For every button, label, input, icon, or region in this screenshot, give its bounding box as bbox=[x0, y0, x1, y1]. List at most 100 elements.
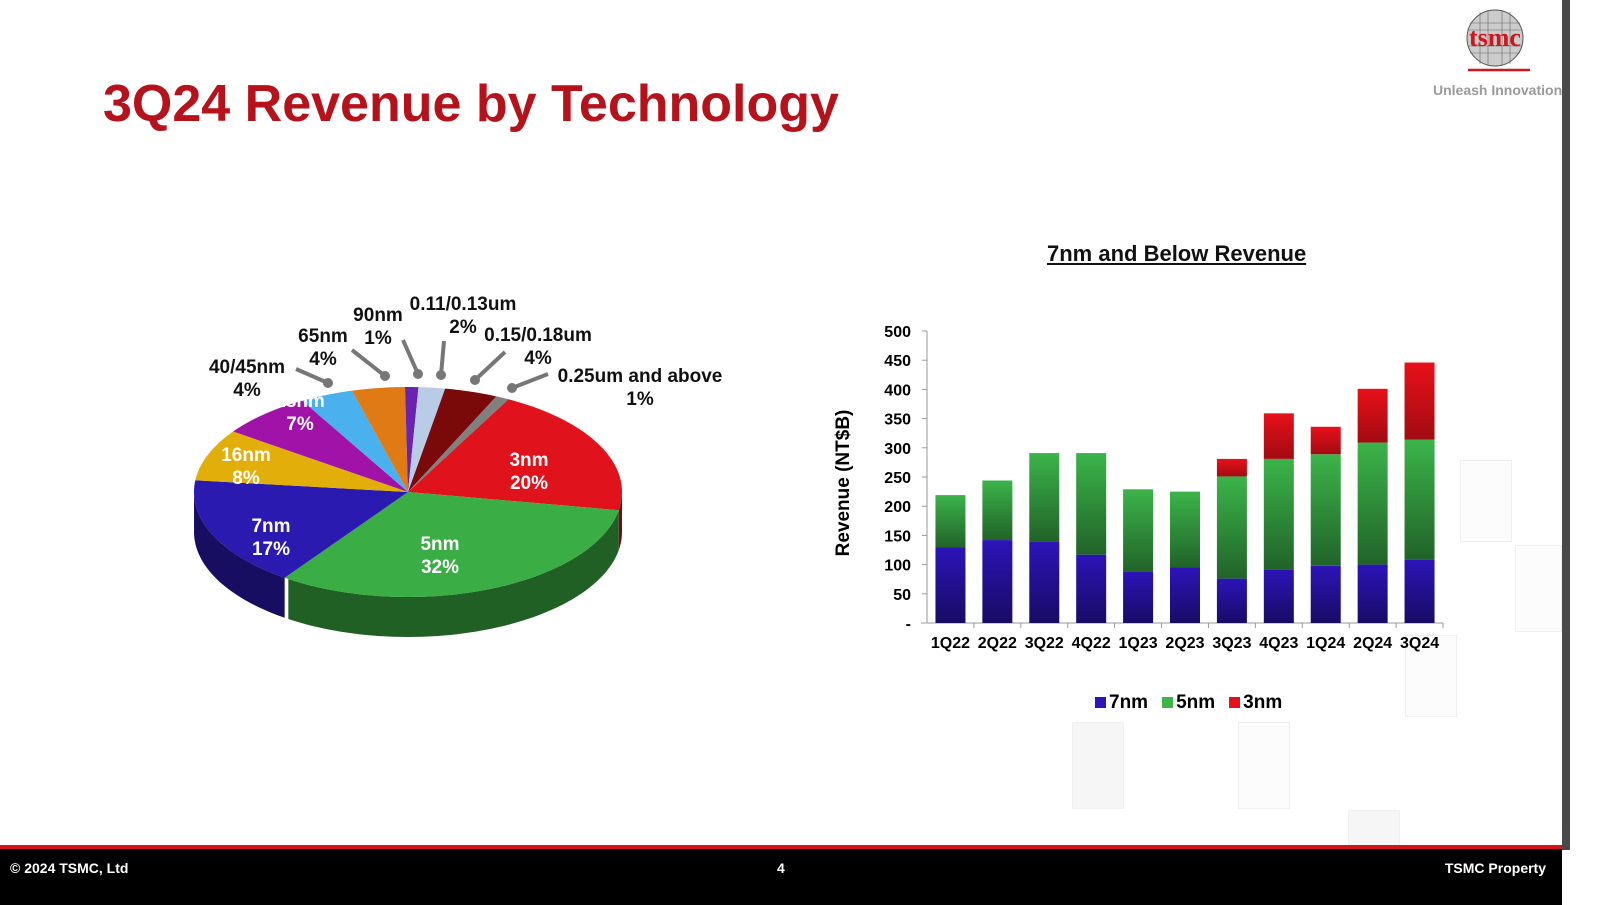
leader-dot bbox=[380, 371, 390, 381]
pie-label-16nm: 16nm 8% bbox=[221, 444, 271, 490]
pie-side-7nm bbox=[194, 493, 285, 618]
slice-pct: 7% bbox=[286, 414, 314, 435]
leader-line bbox=[295, 367, 329, 385]
leader-dot bbox=[436, 370, 446, 380]
pie-side-5nm bbox=[288, 510, 619, 637]
slice-name: 0.25um and above bbox=[557, 366, 723, 387]
bar-7nm-2Q24 bbox=[1357, 564, 1388, 623]
copyright: © 2024 TSMC, Ltd bbox=[10, 860, 129, 876]
x-tick-label: 1Q22 bbox=[931, 635, 970, 652]
bar-5nm-4Q23 bbox=[1263, 458, 1294, 570]
tsmc-logo: tsmc bbox=[1466, 9, 1530, 72]
footer: © 2024 TSMC, Ltd 4 TSMC Property bbox=[0, 845, 1562, 905]
slice-pct: 17% bbox=[251, 539, 291, 560]
y-tick-label: 50 bbox=[893, 587, 911, 604]
bar-5nm-1Q24 bbox=[1310, 454, 1341, 566]
leader-dot bbox=[323, 378, 333, 388]
y-tick-label: 250 bbox=[884, 470, 911, 487]
slice-name: 65nm bbox=[298, 326, 348, 347]
pie-slice-5nm bbox=[284, 492, 619, 597]
property-label: TSMC Property bbox=[1444, 860, 1546, 876]
x-tick-label: 3Q22 bbox=[1025, 635, 1064, 652]
bar-5nm-1Q23 bbox=[1123, 489, 1154, 572]
y-tick-label: 350 bbox=[884, 412, 911, 429]
leader-dot bbox=[507, 383, 517, 393]
x-tick-label: 1Q24 bbox=[1306, 635, 1345, 652]
bar-7nm-4Q23 bbox=[1263, 569, 1294, 623]
slice-name: 0.11/0.13um bbox=[409, 294, 517, 315]
bar-5nm-2Q22 bbox=[982, 480, 1013, 541]
background-tile bbox=[1460, 460, 1512, 542]
pie-slice-3nm bbox=[408, 399, 622, 511]
pie-label-65nm: 65nm 4% bbox=[298, 325, 348, 371]
background-tile bbox=[1348, 810, 1400, 846]
leader-line bbox=[473, 350, 507, 382]
slice-name: 3nm bbox=[509, 450, 549, 471]
y-tick-label: 100 bbox=[884, 558, 911, 575]
x-tick-label: 4Q22 bbox=[1072, 635, 1111, 652]
leader-line bbox=[350, 348, 387, 378]
pie-slice-7nm bbox=[194, 480, 408, 578]
slice-pct: 20% bbox=[509, 473, 549, 494]
background-tile bbox=[1405, 635, 1457, 717]
bar-7nm-1Q23 bbox=[1123, 571, 1154, 623]
bar-3nm-4Q23 bbox=[1263, 413, 1294, 459]
pie-slice-65nm bbox=[351, 387, 408, 492]
bar-7nm-3Q22 bbox=[1029, 541, 1060, 623]
x-tick-label: 1Q23 bbox=[1119, 635, 1158, 652]
pie-side-3nm bbox=[618, 492, 622, 551]
x-tick-label: 2Q22 bbox=[978, 635, 1017, 652]
pie-slice-0.25um and above bbox=[408, 396, 509, 492]
pie-slice-0.15/0.18um bbox=[408, 388, 497, 492]
bar-5nm-3Q24 bbox=[1404, 439, 1435, 560]
bar-5nm-2Q24 bbox=[1357, 442, 1388, 565]
x-tick-label: 3Q23 bbox=[1212, 635, 1251, 652]
slice-name: 16nm bbox=[221, 445, 271, 466]
y-tick-label: 400 bbox=[884, 382, 911, 399]
slice-pct: 1% bbox=[626, 389, 654, 410]
pie-slice-40/45nm bbox=[302, 390, 408, 492]
pie-slice-28nm bbox=[233, 400, 408, 492]
bar-3nm-1Q24 bbox=[1310, 426, 1341, 455]
bar-3nm-2Q24 bbox=[1357, 388, 1388, 443]
leader-dot bbox=[413, 369, 423, 379]
slide-edge bbox=[1562, 0, 1570, 850]
pie-slice-90nm bbox=[405, 387, 419, 492]
bar-7nm-2Q22 bbox=[982, 540, 1013, 623]
bar-3nm-3Q23 bbox=[1216, 458, 1247, 477]
slice-pct: 8% bbox=[232, 468, 260, 489]
bar-chart-title: 7nm and Below Revenue bbox=[1047, 241, 1307, 266]
y-tick-label: 500 bbox=[884, 324, 911, 341]
slice-name: 40/45nm bbox=[208, 357, 286, 378]
bar-7nm-2Q23 bbox=[1170, 567, 1200, 623]
y-tick-label: 200 bbox=[884, 499, 911, 516]
slice-name: 0.15/0.18um bbox=[484, 325, 592, 346]
bar-7nm-1Q22 bbox=[935, 547, 966, 623]
slice-name: 7nm bbox=[251, 516, 291, 537]
slice-name: 90nm bbox=[353, 305, 403, 326]
bar-5nm-4Q22 bbox=[1076, 453, 1107, 555]
legend-item-7nm: 7nm bbox=[1095, 692, 1148, 714]
background-tile bbox=[1072, 722, 1124, 809]
pie-label-0-15-0-18um: 0.15/0.18um 4% bbox=[484, 324, 592, 370]
bar-7nm-1Q24 bbox=[1310, 565, 1341, 623]
bar-7nm-3Q23 bbox=[1216, 578, 1247, 623]
y-tick-label: 300 bbox=[884, 441, 911, 458]
slice-pct: 4% bbox=[524, 348, 552, 369]
slice-pct: 4% bbox=[309, 349, 337, 370]
pie-slice-16nm bbox=[195, 431, 408, 492]
x-tick-label: 3Q24 bbox=[1400, 635, 1439, 652]
leader-line bbox=[511, 372, 549, 390]
slice-name: 28nm bbox=[275, 391, 325, 412]
bar-5nm-3Q23 bbox=[1216, 476, 1247, 579]
pie-label-3nm: 3nm 20% bbox=[509, 449, 548, 495]
x-tick-label: 2Q24 bbox=[1353, 635, 1392, 652]
x-tick-label: 4Q23 bbox=[1259, 635, 1298, 652]
pie-label-7nm: 7nm 17% bbox=[251, 515, 290, 561]
pie-label-40-45nm: 40/45nm 4% bbox=[209, 356, 285, 402]
page-title: 3Q24 Revenue by Technology bbox=[103, 75, 839, 133]
pie-label-0-25um-and-above: 0.25um and above 1% bbox=[558, 365, 723, 411]
slice-pct: 4% bbox=[233, 380, 261, 401]
bar-7nm-3Q24 bbox=[1404, 559, 1435, 623]
pie-slice-0.11/0.13um bbox=[408, 387, 446, 492]
